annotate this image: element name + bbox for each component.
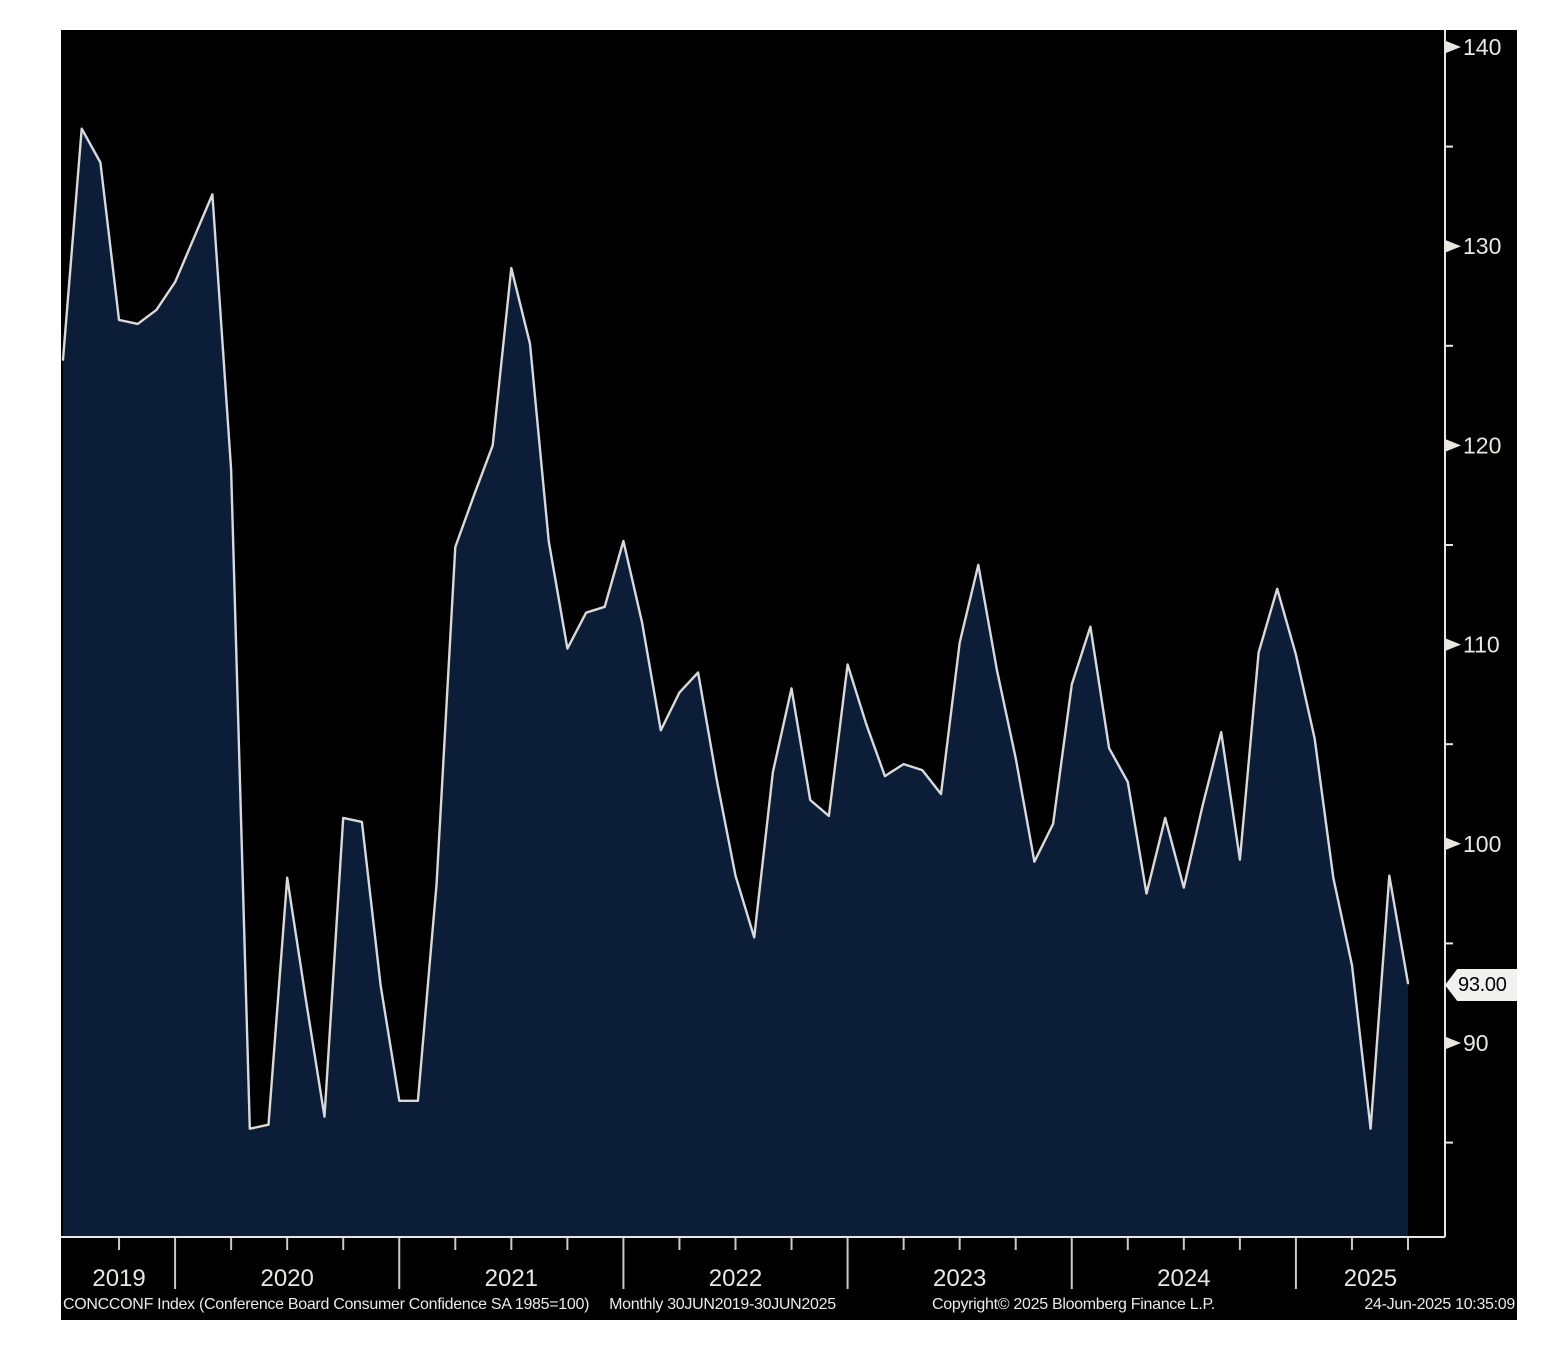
x-axis-year-label: 2023 bbox=[933, 1265, 986, 1292]
price-line bbox=[61, 127, 1410, 1130]
axes bbox=[61, 30, 1446, 1238]
x-axis-year-label: 2019 bbox=[92, 1265, 145, 1292]
period-range: Monthly 30JUN2019-30JUN2025 bbox=[609, 1296, 836, 1313]
last-price-value: 93.00 bbox=[1458, 974, 1507, 996]
chart-footer: CONCCONF Index (Conference Board Consume… bbox=[0, 1296, 1568, 1316]
x-axis-year-label: 2024 bbox=[1157, 1265, 1210, 1292]
y-tick-arrow-icon bbox=[1446, 837, 1461, 850]
y-axis-label: 130 bbox=[1463, 233, 1501, 259]
x-axis-year-label: 2021 bbox=[485, 1265, 538, 1292]
y-axis-ticks: 90 100 110 120 130 140 bbox=[1446, 34, 1501, 1144]
y-tick-arrow-icon bbox=[1446, 1037, 1461, 1049]
footer-instrument-line: CONCCONF Index (Conference Board Consume… bbox=[63, 1296, 836, 1314]
copyright-notice: Copyright© 2025 Bloomberg Finance L.P. bbox=[932, 1296, 1215, 1313]
instrument-description: CONCCONF Index (Conference Board Consume… bbox=[63, 1296, 590, 1313]
y-tick-arrow-icon bbox=[1446, 240, 1461, 253]
x-axis-year-label: 2020 bbox=[260, 1265, 313, 1292]
x-axis-year-label: 2025 bbox=[1344, 1265, 1397, 1292]
y-axis-label: 110 bbox=[1463, 632, 1500, 658]
y-axis-label: 140 bbox=[1463, 34, 1501, 60]
chart-timestamp: 24-Jun-2025 10:35:09 bbox=[1364, 1296, 1515, 1313]
y-axis-label: 120 bbox=[1463, 432, 1501, 458]
area-series bbox=[61, 127, 1410, 1238]
y-axis-label: 90 bbox=[1463, 1030, 1489, 1056]
y-tick-arrow-icon bbox=[1446, 439, 1461, 452]
x-axis-ticks: 2019 2020 2021 2022 2023 2024 2025 bbox=[92, 1238, 1409, 1292]
y-tick-arrow-icon bbox=[1446, 41, 1461, 53]
y-axis-label: 100 bbox=[1463, 831, 1501, 857]
last-price-badge: 93.00 bbox=[1445, 969, 1517, 1001]
x-axis-year-label: 2022 bbox=[709, 1265, 762, 1292]
y-tick-arrow-icon bbox=[1446, 638, 1461, 651]
